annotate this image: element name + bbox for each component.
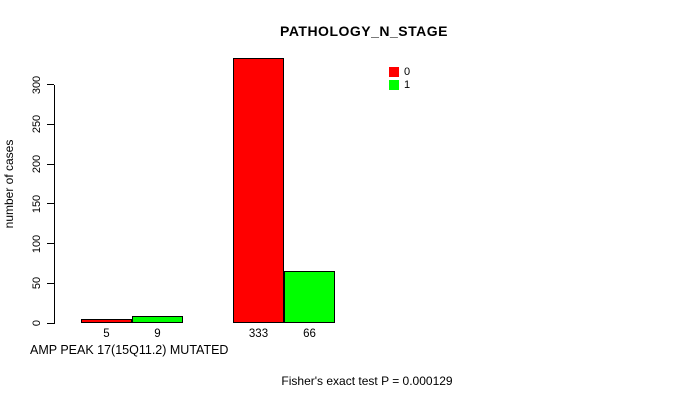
- annotation-text: Fisher's exact test P = 0.000129: [281, 374, 453, 388]
- y-tick: [47, 203, 54, 205]
- y-tick: [47, 322, 54, 324]
- bar-value-label: 333: [248, 327, 269, 340]
- y-tick-label: 150: [31, 194, 43, 213]
- y-tick: [47, 282, 54, 284]
- y-tick: [47, 123, 54, 125]
- legend-item-1: 1: [389, 79, 410, 91]
- chart-title: PATHOLOGY_N_STAGE: [280, 23, 448, 39]
- y-tick-label: 200: [31, 154, 43, 174]
- x-axis-label: AMP PEAK 17(15Q11.2) MUTATED: [30, 343, 229, 357]
- legend-label-0: 0: [404, 66, 411, 78]
- bar-value-label: 9: [154, 327, 161, 340]
- bar-series-1-group-1: [132, 315, 183, 323]
- legend-swatch-red: [389, 67, 399, 77]
- legend-swatch-green: [389, 80, 399, 90]
- bar-series-1-group-2: [284, 270, 335, 323]
- bar-series-0-group-2: [233, 58, 284, 323]
- legend-item-0: 0: [389, 66, 410, 78]
- y-axis-line: [54, 84, 55, 324]
- y-tick-label: 250: [31, 115, 43, 134]
- legend-label-1: 1: [404, 79, 411, 91]
- y-tick-label: 100: [31, 234, 43, 253]
- legend: 0 1: [389, 66, 410, 92]
- y-tick: [47, 163, 54, 165]
- y-tick-label: 50: [31, 277, 43, 290]
- y-axis-label: number of cases: [2, 139, 16, 229]
- y-tick: [47, 84, 54, 85]
- y-tick: [47, 243, 54, 244]
- bar-value-label: 5: [103, 327, 110, 340]
- bar-series-0-group-1: [81, 319, 132, 323]
- y-tick-label: 300: [31, 75, 43, 94]
- bar-value-label: 66: [303, 327, 316, 340]
- y-tick-label: 0: [31, 319, 43, 327]
